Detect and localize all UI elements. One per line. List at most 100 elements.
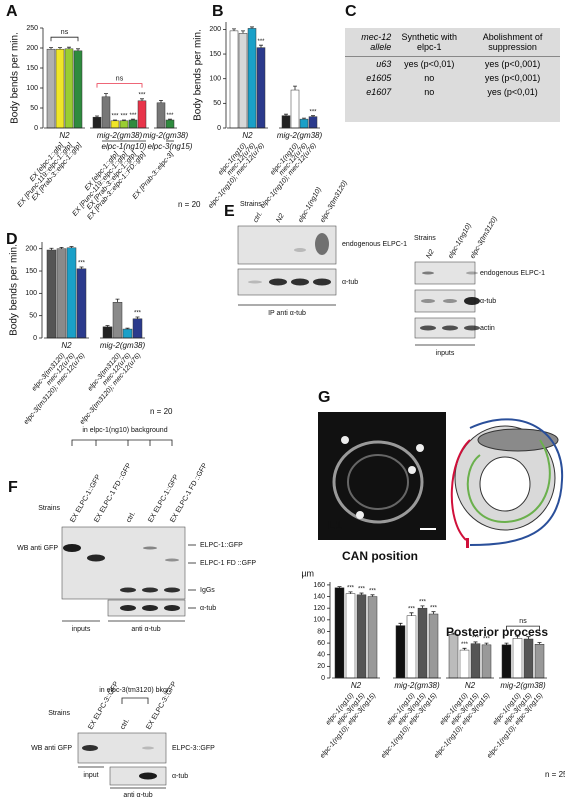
error-bar bbox=[122, 119, 126, 121]
y-tick-label: 0 bbox=[33, 335, 37, 342]
group-label: mig-2(gm38) bbox=[277, 131, 323, 140]
bracket bbox=[96, 83, 143, 88]
lane-label: N2 bbox=[275, 213, 286, 224]
band-label: ELPC-1 FD ::GFP bbox=[200, 560, 256, 567]
bar bbox=[356, 594, 367, 679]
cell: no bbox=[424, 87, 435, 97]
caption: inputs bbox=[72, 626, 91, 633]
section-title: Posterior process bbox=[446, 625, 548, 639]
band bbox=[313, 278, 331, 286]
significance: *** bbox=[134, 311, 142, 317]
bar bbox=[290, 89, 300, 129]
band-label: α-tub bbox=[342, 279, 358, 286]
panel-label: B bbox=[212, 3, 224, 20]
bar bbox=[137, 100, 147, 129]
band bbox=[421, 299, 435, 303]
band bbox=[82, 745, 98, 751]
error-bar bbox=[168, 118, 172, 120]
allele-table: mec-12 allele Synthetic with elpc-1 Abolis… bbox=[345, 28, 560, 122]
bar bbox=[281, 115, 291, 129]
y-tick-label: 50 bbox=[30, 105, 38, 112]
band bbox=[120, 605, 136, 611]
band bbox=[164, 587, 180, 593]
cell bbox=[356, 511, 364, 519]
bar bbox=[395, 625, 406, 679]
y-tick-label: 150 bbox=[209, 51, 221, 58]
error-bar bbox=[95, 115, 99, 118]
error-bar bbox=[370, 594, 375, 597]
y-axis-label: µm bbox=[301, 568, 314, 578]
error-bar bbox=[113, 119, 117, 121]
error-bar bbox=[526, 636, 531, 640]
strains-label: Strains bbox=[38, 505, 60, 512]
lane-label: elpc-3(tm3120) bbox=[319, 180, 349, 224]
cell: u63 bbox=[376, 59, 392, 69]
cell: yes (p<0,001) bbox=[484, 73, 541, 83]
bar bbox=[101, 96, 111, 129]
bracket-label: ns bbox=[116, 75, 124, 82]
band bbox=[315, 233, 329, 255]
group-label: mig-2(gm38) bbox=[394, 681, 440, 690]
y-tick-label: 0 bbox=[321, 675, 325, 682]
group-label: N2 bbox=[351, 681, 362, 690]
significance: *** bbox=[166, 113, 174, 119]
band bbox=[248, 280, 262, 284]
band bbox=[294, 248, 306, 252]
micrograph bbox=[318, 412, 446, 540]
error-bar bbox=[259, 44, 263, 48]
header-cell: mec-12 allele bbox=[345, 28, 394, 57]
bracket-label: ns bbox=[61, 29, 69, 36]
error-bar bbox=[250, 26, 254, 29]
y-axis-label: Body bends per min. bbox=[9, 244, 20, 336]
bar bbox=[165, 119, 175, 129]
bar bbox=[55, 48, 65, 129]
error-bar bbox=[104, 93, 108, 97]
y-tick-label: 50 bbox=[29, 313, 37, 320]
neuron bbox=[332, 440, 424, 524]
significance: *** bbox=[419, 599, 427, 605]
error-bar bbox=[159, 100, 163, 103]
bar-label: EX [Punc-119::elpc-1::gfp] bbox=[16, 141, 74, 209]
strains-label: Strains bbox=[414, 235, 436, 242]
wb-label: WB anti GFP bbox=[17, 545, 58, 552]
band-label: ELPC-3::GFP bbox=[172, 745, 215, 752]
error-bar bbox=[284, 113, 288, 116]
panel-label: F bbox=[8, 479, 18, 496]
cell bbox=[416, 444, 424, 452]
error-bar bbox=[293, 85, 297, 91]
bar bbox=[256, 47, 266, 129]
cell: yes (p<0,01) bbox=[487, 87, 538, 97]
y-tick-label: 100 bbox=[25, 290, 37, 297]
y-tick-label: 200 bbox=[209, 26, 221, 33]
band-label: IgGs bbox=[200, 587, 215, 594]
significance: *** bbox=[472, 636, 480, 642]
bar bbox=[406, 615, 417, 679]
band bbox=[143, 546, 157, 550]
bar bbox=[308, 116, 318, 129]
lane-label: ctrl. bbox=[125, 511, 137, 524]
y-tick-label: 150 bbox=[25, 268, 37, 275]
y-tick-label: 40 bbox=[317, 652, 325, 659]
band bbox=[442, 325, 458, 331]
bar bbox=[470, 643, 481, 679]
lane-label: elpc-3(tm3120) bbox=[469, 216, 499, 260]
error-bar bbox=[69, 246, 74, 248]
lane-label: EX ELPC-1 FD ::GFP bbox=[93, 462, 133, 524]
group-sublabel: elpc-1(ng10) bbox=[102, 142, 147, 151]
error-bar bbox=[504, 642, 509, 645]
cell bbox=[408, 466, 416, 474]
bracket bbox=[71, 439, 173, 446]
significance: *** bbox=[347, 585, 355, 591]
band-label: endogenous ELPC-1 bbox=[480, 270, 545, 277]
bar bbox=[66, 247, 77, 339]
error-bar bbox=[484, 642, 489, 645]
band bbox=[120, 587, 136, 593]
error-bar bbox=[49, 47, 53, 50]
error-bar bbox=[462, 647, 467, 651]
error-bar bbox=[131, 118, 135, 120]
band bbox=[142, 605, 158, 611]
band bbox=[422, 271, 434, 275]
significance: *** bbox=[111, 114, 119, 120]
band-label: endogenous ELPC-1 bbox=[342, 241, 407, 248]
row: e1605 no yes (p<0,001) bbox=[345, 71, 560, 85]
